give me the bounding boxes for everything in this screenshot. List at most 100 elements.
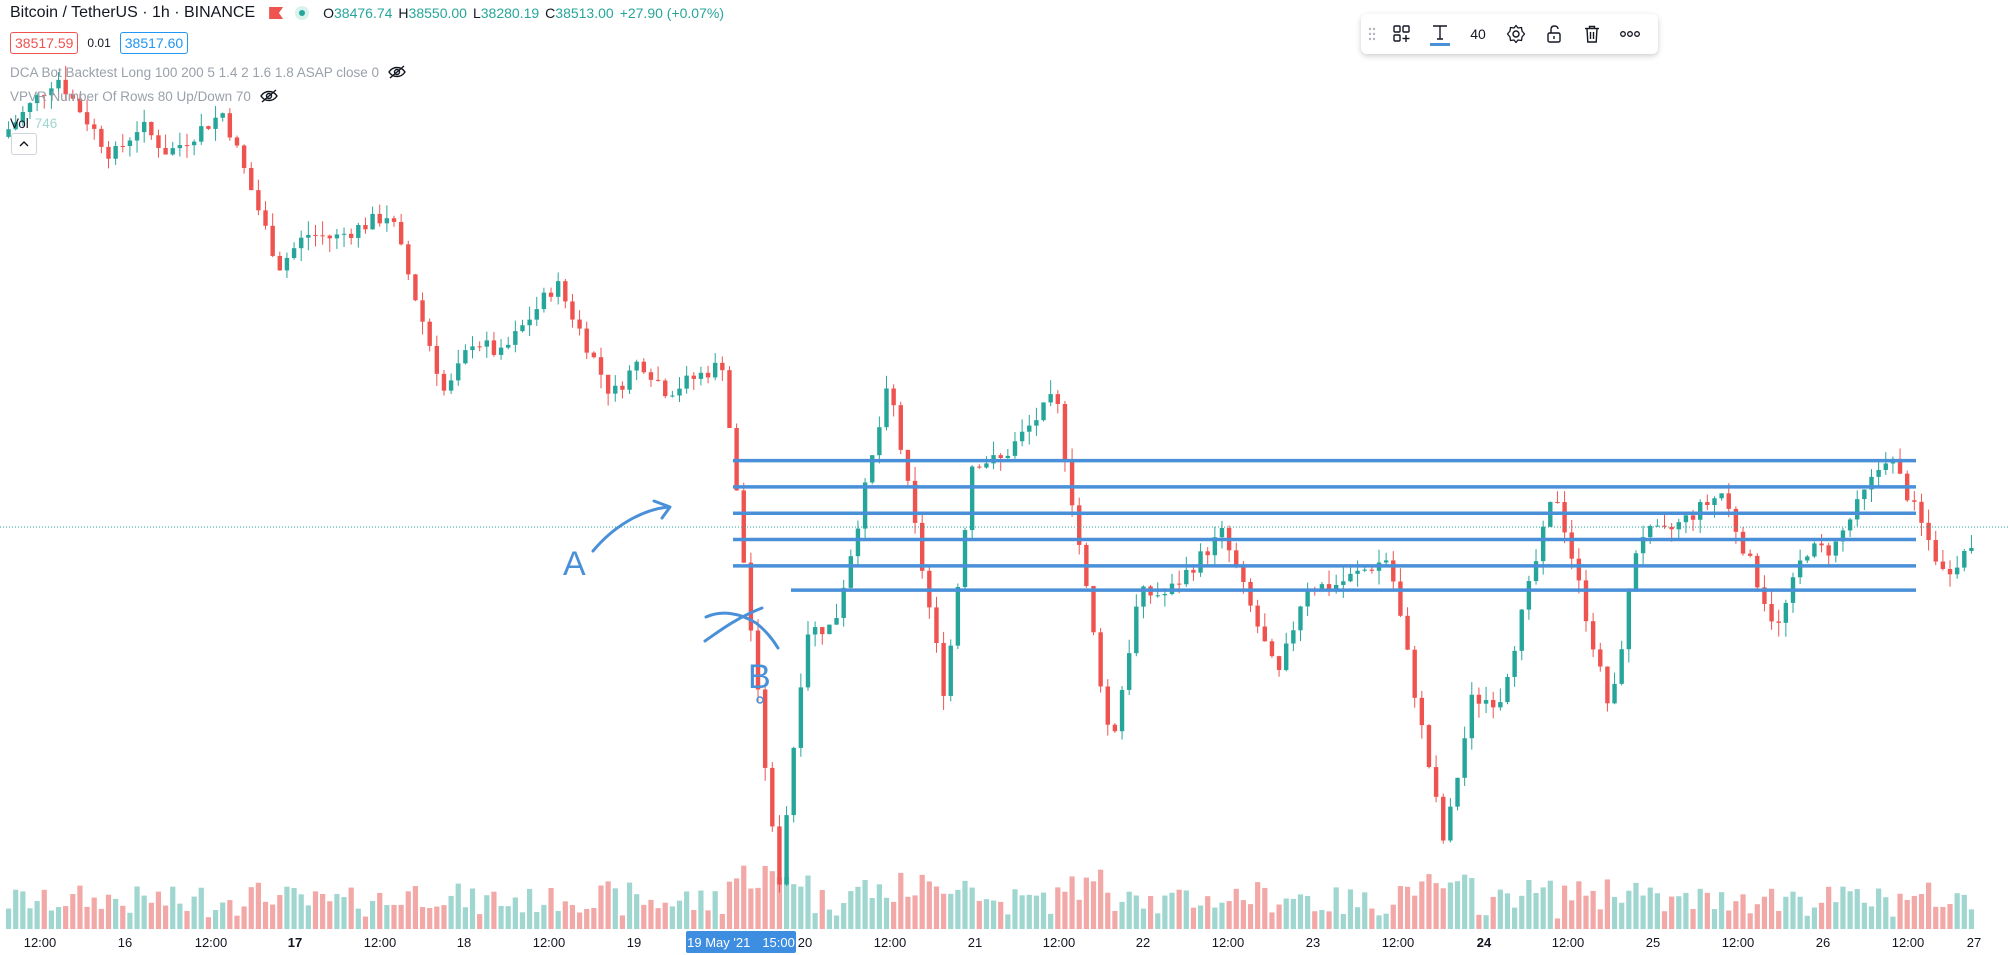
candle-body	[63, 79, 68, 95]
volume-bar	[712, 891, 718, 929]
candle	[1762, 575, 1767, 612]
candle-body	[1034, 420, 1039, 426]
candle-body	[291, 248, 297, 258]
candle	[149, 121, 154, 140]
candle-body	[1526, 581, 1532, 610]
candle-body	[1933, 540, 1938, 562]
candle-body	[1626, 591, 1632, 650]
candle-body	[548, 292, 554, 297]
candle-body	[1184, 569, 1189, 585]
more-button[interactable]	[1611, 14, 1649, 54]
drawing-toolbar[interactable]: 40	[1361, 14, 1658, 54]
candle-body	[341, 233, 347, 235]
candle	[641, 358, 647, 374]
candle	[1655, 519, 1660, 527]
volume-legend[interactable]: Vol 746	[10, 110, 724, 136]
volume-bar	[1704, 892, 1710, 929]
time-axis[interactable]: 12:00 16 12:00 17 12:00 18 12:00 19 20 12:00 21 12:…	[0, 929, 2008, 955]
candle-body	[1248, 581, 1253, 606]
flag-icon[interactable]	[269, 7, 284, 19]
candle-body	[1212, 537, 1218, 556]
drag-handle-icon[interactable]	[1361, 14, 1383, 54]
settings-button[interactable]	[1497, 14, 1535, 54]
buy-price-button[interactable]: 38517.60	[119, 32, 189, 54]
volume-bar	[734, 878, 740, 929]
templates-button[interactable]	[1383, 14, 1421, 54]
freehand-drawings[interactable]	[591, 499, 780, 704]
candle-body	[798, 687, 804, 748]
candle	[1954, 555, 1960, 579]
study-vpvr[interactable]: VPVR Number Of Rows 80 Up/Down 70	[10, 84, 724, 108]
candle-body	[156, 135, 161, 149]
candle	[498, 339, 504, 360]
hidden-eye-icon[interactable]	[387, 65, 407, 79]
candle	[1034, 407, 1039, 436]
candle-body	[1234, 550, 1239, 567]
study-dca-bot[interactable]: DCA Bot Backtest Long 100 200 5 1.4 2 1.…	[10, 60, 724, 84]
candle-body	[70, 94, 76, 99]
volume-bar	[1504, 893, 1511, 929]
candle-body	[1769, 603, 1774, 622]
candle-body	[149, 121, 154, 136]
candle	[356, 222, 361, 248]
volume-bar	[1697, 888, 1703, 929]
candle	[962, 527, 968, 591]
volume-bar	[976, 900, 982, 929]
horizontal-levels[interactable]	[733, 458, 1916, 592]
volume-bar	[762, 865, 768, 929]
volume-bar	[1055, 887, 1061, 929]
volume-bar	[1226, 901, 1232, 929]
volume-bar	[833, 915, 840, 929]
candle-body	[363, 225, 368, 230]
candle	[1747, 549, 1753, 558]
volume-bar	[277, 895, 283, 929]
collapse-legend-button[interactable]	[11, 133, 37, 155]
volume-bar	[990, 900, 997, 929]
candle	[1783, 599, 1789, 637]
volume-bar	[63, 906, 69, 929]
hidden-eye-icon[interactable]	[259, 89, 279, 103]
candle-body	[170, 148, 175, 155]
candle-body	[1776, 621, 1781, 623]
candle-body	[1683, 515, 1689, 523]
annotation-a[interactable]: A	[563, 545, 586, 583]
volume-bar	[626, 882, 633, 929]
candle	[56, 72, 61, 98]
volume-bar	[1590, 890, 1596, 929]
candle	[377, 204, 382, 227]
volume-bar	[1240, 900, 1246, 929]
candle	[1626, 588, 1632, 663]
font-size-button[interactable]: 40	[1459, 14, 1497, 54]
sell-price-button[interactable]: 38517.59	[10, 32, 79, 54]
candle-body	[1305, 590, 1310, 607]
candle-body	[1005, 455, 1011, 458]
candle	[1855, 490, 1860, 527]
candle	[855, 520, 861, 567]
symbol-title[interactable]: Bitcoin / TetherUS · 1h · BINANCE	[10, 4, 256, 21]
volume-bar	[1911, 895, 1917, 929]
volume-bar	[1397, 886, 1404, 929]
candle-body	[1141, 586, 1146, 607]
lock-button[interactable]	[1535, 14, 1573, 54]
candle	[1205, 547, 1210, 565]
volume-bar	[1447, 882, 1453, 929]
candle	[1441, 793, 1446, 844]
volume-bar	[584, 908, 590, 929]
annotation-b[interactable]: B	[748, 658, 771, 696]
volume-bar	[819, 890, 825, 929]
volume-bar	[1576, 881, 1582, 929]
candlesticks	[6, 65, 1974, 893]
candle-body	[370, 213, 375, 230]
volume-bar	[248, 887, 254, 929]
volume-bar	[855, 886, 861, 929]
candle-body	[1262, 626, 1268, 642]
candle	[1098, 627, 1103, 693]
candle-body	[1198, 551, 1203, 573]
candle-body	[1469, 694, 1474, 739]
candle	[1069, 448, 1075, 517]
text-color-button[interactable]	[1421, 14, 1459, 54]
volume-bar	[1611, 897, 1618, 929]
delete-button[interactable]	[1573, 14, 1611, 54]
ohlc-high: 38550.00	[408, 5, 467, 21]
